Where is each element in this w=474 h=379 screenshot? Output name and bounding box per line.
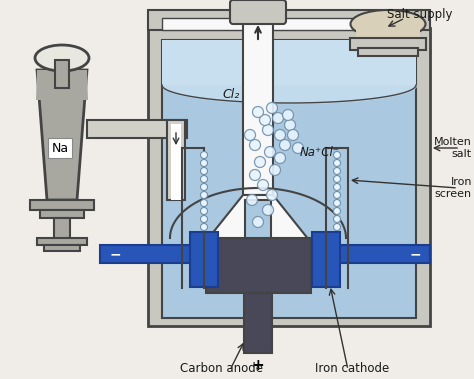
Circle shape — [334, 168, 340, 174]
Bar — [206, 238, 311, 293]
Bar — [30, 200, 94, 210]
Ellipse shape — [350, 10, 426, 38]
Circle shape — [266, 102, 277, 113]
Bar — [100, 245, 200, 263]
Bar — [330, 245, 430, 263]
Bar — [167, 120, 185, 200]
Circle shape — [201, 183, 208, 191]
Circle shape — [201, 199, 208, 207]
Text: Carbon anode: Carbon anode — [181, 362, 264, 375]
Circle shape — [246, 194, 257, 205]
Circle shape — [334, 207, 340, 215]
Circle shape — [253, 216, 264, 227]
Circle shape — [266, 190, 277, 200]
Bar — [148, 10, 430, 30]
Circle shape — [334, 175, 340, 183]
Bar — [162, 40, 416, 318]
Polygon shape — [203, 195, 313, 255]
Circle shape — [249, 139, 261, 150]
Bar — [358, 48, 418, 56]
Circle shape — [201, 224, 208, 230]
Circle shape — [284, 119, 295, 130]
Circle shape — [283, 110, 293, 121]
Polygon shape — [37, 70, 87, 200]
Circle shape — [259, 114, 271, 125]
Text: Na⁺Cl⁻: Na⁺Cl⁻ — [300, 146, 340, 158]
Circle shape — [263, 124, 273, 136]
FancyBboxPatch shape — [230, 0, 286, 24]
Circle shape — [201, 175, 208, 183]
Circle shape — [249, 169, 261, 180]
Bar — [87, 120, 187, 138]
Text: Salt supply: Salt supply — [387, 8, 453, 21]
Circle shape — [280, 139, 291, 150]
Circle shape — [263, 205, 273, 216]
Circle shape — [270, 164, 281, 175]
Bar — [171, 124, 181, 200]
Text: Cl₂: Cl₂ — [223, 89, 240, 102]
Bar — [312, 232, 340, 287]
Circle shape — [201, 168, 208, 174]
Bar — [243, 15, 273, 195]
Circle shape — [334, 191, 340, 199]
Bar — [244, 293, 272, 353]
Circle shape — [274, 130, 285, 141]
Circle shape — [274, 152, 285, 163]
Text: Iron
screen: Iron screen — [435, 177, 472, 199]
Circle shape — [334, 224, 340, 230]
Circle shape — [201, 152, 208, 158]
Circle shape — [257, 180, 268, 191]
Circle shape — [245, 130, 255, 141]
Circle shape — [292, 143, 303, 153]
Circle shape — [253, 106, 264, 117]
Circle shape — [334, 152, 340, 158]
Text: −: − — [109, 247, 121, 261]
Text: Iron cathode: Iron cathode — [315, 362, 389, 375]
Bar — [162, 40, 416, 85]
Circle shape — [201, 191, 208, 199]
Polygon shape — [36, 70, 88, 100]
Bar — [148, 28, 430, 326]
Bar — [54, 218, 70, 240]
Bar — [356, 24, 420, 44]
Text: Na: Na — [52, 141, 69, 155]
Text: Molten
salt: Molten salt — [434, 137, 472, 159]
Circle shape — [201, 207, 208, 215]
Circle shape — [334, 216, 340, 222]
Circle shape — [201, 216, 208, 222]
Circle shape — [334, 160, 340, 166]
Bar — [162, 18, 416, 30]
Circle shape — [255, 157, 265, 168]
Circle shape — [264, 147, 275, 158]
Circle shape — [334, 199, 340, 207]
Text: +: + — [252, 357, 264, 373]
Bar — [350, 38, 426, 50]
Circle shape — [201, 160, 208, 166]
Bar — [44, 245, 80, 251]
Circle shape — [273, 113, 283, 124]
Bar — [37, 238, 87, 245]
Circle shape — [334, 183, 340, 191]
Text: −: − — [409, 247, 421, 261]
Bar — [55, 60, 69, 88]
Circle shape — [288, 130, 299, 141]
Bar — [190, 232, 218, 287]
Bar — [40, 210, 84, 218]
Ellipse shape — [35, 45, 89, 71]
